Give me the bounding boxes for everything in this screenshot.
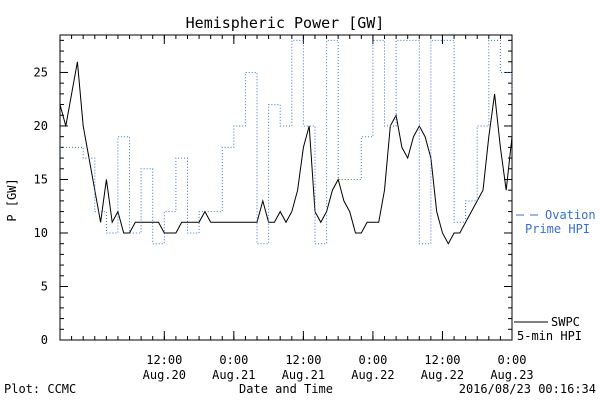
y-tick-label: 5 (41, 279, 48, 293)
legend-label-5min-hpi: 5-min HPI (517, 329, 582, 343)
y-tick-label: 0 (41, 333, 48, 347)
x-tick-label-time: 12:00 (285, 353, 321, 367)
chart-title: Hemispheric Power [GW] (186, 14, 385, 32)
plot-timestamp: 2016/08/23 00:16:34 (459, 382, 596, 396)
x-axis: 12:00Aug.200:00Aug.2112:00Aug.210:00Aug.… (59, 35, 534, 382)
y-tick-label: 15 (34, 172, 48, 186)
legend-label-prime-hpi: Prime HPI (525, 222, 590, 236)
y-tick-label: 20 (34, 119, 48, 133)
swpc-series-line (59, 61, 513, 245)
y-axis: 0 5 10 15 20 25 (34, 39, 512, 347)
y-tick-label: 25 (34, 65, 48, 79)
x-tick-label-time: 12:00 (146, 353, 182, 367)
y-axis-label: P [GW] (5, 178, 19, 221)
x-tick-label-time: 0:00 (219, 353, 248, 367)
plot-frame (59, 34, 513, 341)
x-tick-label-date: Aug.20 (143, 368, 186, 382)
x-tick-label-date: Aug.23 (490, 368, 533, 382)
ovation-prime-series-line (60, 39, 513, 245)
x-tick-label-date: Aug.22 (421, 368, 464, 382)
series-layer (59, 39, 513, 245)
x-tick-label-date: Aug.21 (212, 368, 255, 382)
x-tick-label-time: 0:00 (498, 353, 527, 367)
x-tick-label-date: Aug.22 (351, 368, 394, 382)
plot-credit: Plot: CCMC (4, 382, 76, 396)
x-tick-label-time: 12:00 (424, 353, 460, 367)
y-tick-label: 10 (34, 226, 48, 240)
legend-label-ovation: Ovation (545, 208, 596, 222)
x-tick-label-time: 0:00 (358, 353, 387, 367)
x-axis-label: Date and Time (239, 382, 333, 396)
legend-label-swpc: SWPC (551, 315, 580, 329)
x-tick-label-date: Aug.21 (282, 368, 325, 382)
